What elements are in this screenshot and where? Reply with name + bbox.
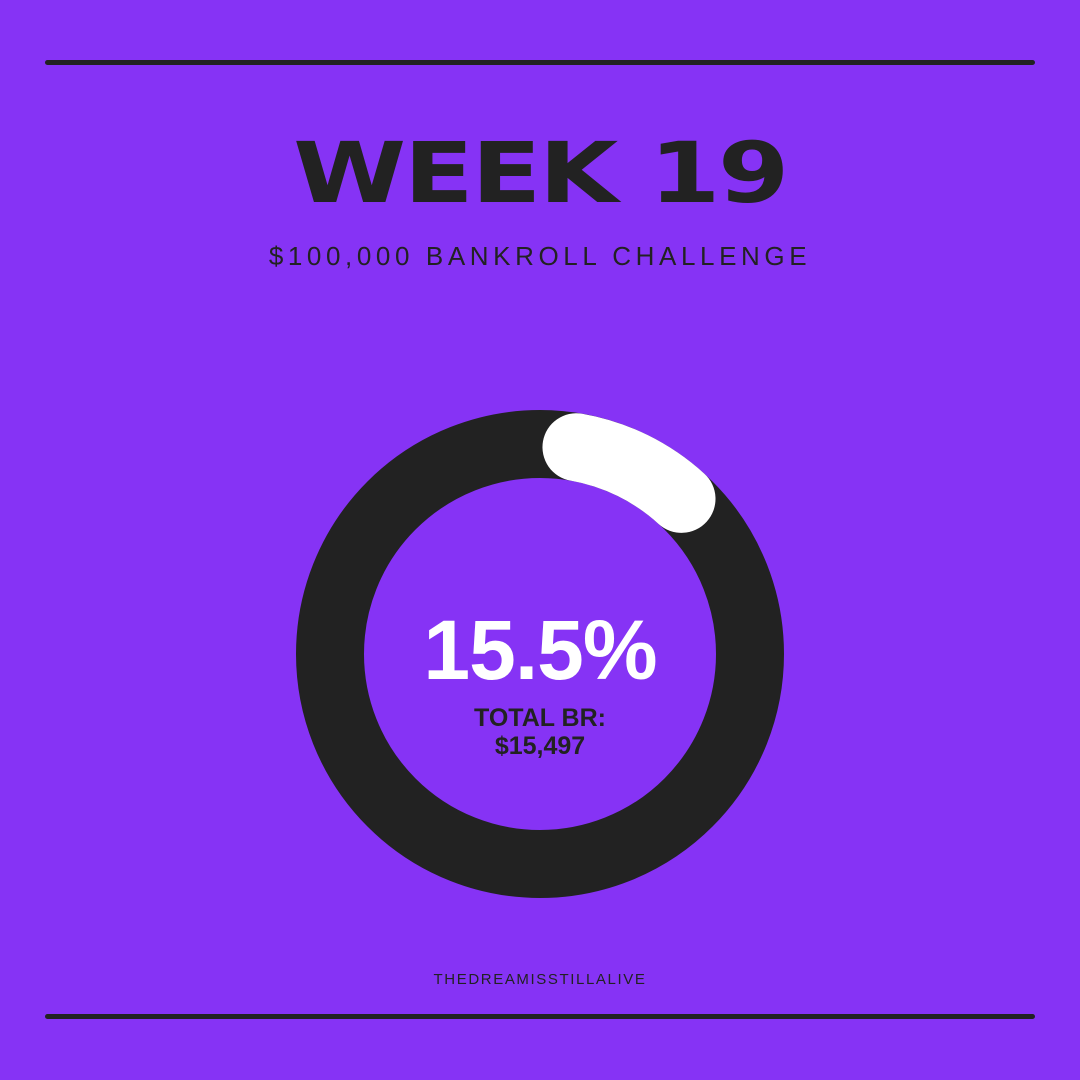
progress-percent: 15.5%	[423, 603, 657, 697]
page-subtitle: $100,000 BANKROLL CHALLENGE	[268, 241, 812, 271]
page-title: WEEK 19	[293, 124, 789, 222]
progress-ring-track	[296, 410, 784, 898]
total-bankroll-label: TOTAL BR:	[474, 704, 606, 732]
progress-ring-fill	[542, 413, 716, 533]
footer-handle: THEDREAMISSTILLALIVE	[433, 971, 647, 988]
top-divider	[45, 60, 1035, 65]
total-bankroll-value: $15,497	[494, 732, 586, 760]
bottom-divider	[45, 1014, 1035, 1019]
